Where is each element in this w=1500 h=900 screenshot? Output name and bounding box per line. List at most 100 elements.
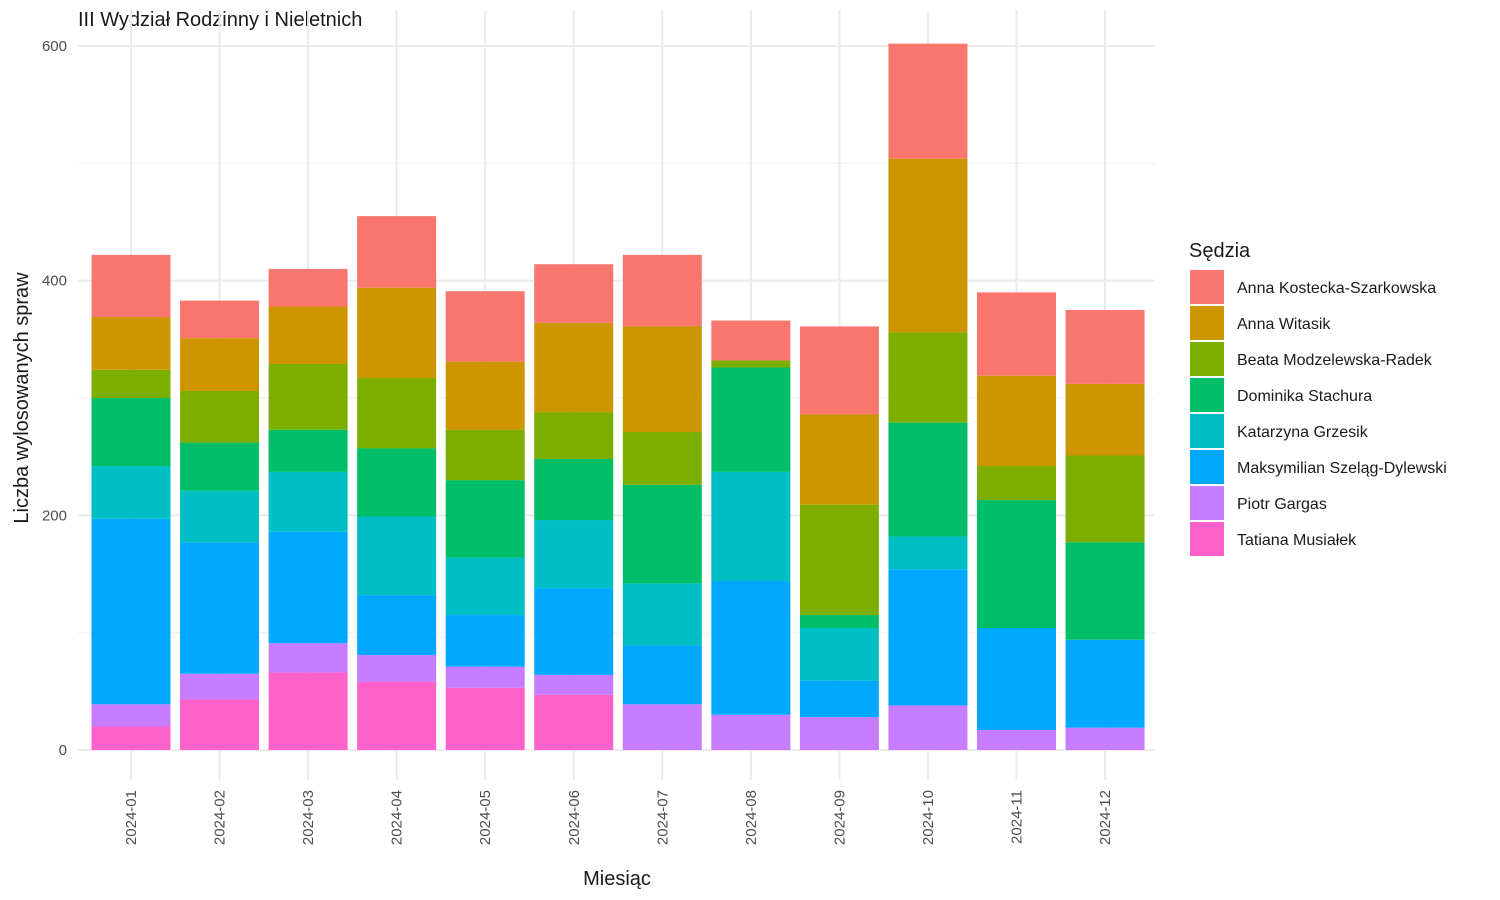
bar-segment: [888, 705, 968, 750]
bar-segment: [622, 254, 702, 327]
bar-segment: [711, 360, 791, 368]
bar-segment: [1065, 542, 1145, 640]
bar-segment: [622, 432, 702, 485]
bar-stack-2024-05: [445, 291, 525, 750]
x-axis-ticks: 2024-01 2024-02 2024-03 2024-04 2024-05 2024-…: [123, 790, 1114, 845]
bar-segment: [445, 615, 525, 667]
bar-segment: [268, 672, 348, 750]
legend-item: Maksymilian Szeląg-Dylewski: [1190, 450, 1447, 484]
bar-segment: [268, 306, 348, 364]
legend-swatch: [1190, 414, 1224, 448]
x-tick-label: 2024-12: [1097, 790, 1114, 845]
y-axis-title: Liczba wylosowanych spraw: [11, 272, 33, 524]
legend-title: Sędzia: [1189, 240, 1251, 262]
bar-segment: [888, 422, 968, 537]
bar-segment: [445, 480, 525, 558]
x-tick-label: 2024-10: [920, 790, 937, 845]
bar-segment: [711, 581, 791, 715]
bar-segment: [445, 666, 525, 688]
legend-label: Tatiana Musiałek: [1237, 532, 1357, 549]
bar-segment: [268, 531, 348, 644]
bar-segment: [1065, 639, 1145, 728]
x-tick-label: 2024-02: [212, 790, 229, 845]
bar-segment: [799, 627, 879, 681]
bar-segment: [534, 674, 614, 695]
bar-segment: [1065, 383, 1145, 456]
y-tick-label: 200: [42, 507, 67, 524]
legend-swatch: [1190, 522, 1224, 556]
bar-segment: [268, 429, 348, 472]
legend-label: Katarzyna Grzesik: [1237, 424, 1369, 441]
bar-segment: [622, 326, 702, 433]
x-tick-label: 2024-07: [654, 790, 671, 845]
bar-stack-2024-08: [711, 320, 791, 750]
bar-segment: [711, 367, 791, 472]
bar-segment: [1065, 727, 1145, 750]
bar-segment: [268, 471, 348, 532]
x-tick-label: 2024-04: [389, 790, 406, 845]
legend-item: Dominika Stachura: [1190, 378, 1372, 412]
bar-segment: [977, 730, 1056, 750]
bar-segment: [445, 687, 525, 750]
bar-stack-2024-06: [534, 264, 614, 750]
legend-label: Beata Modzelewska-Radek: [1237, 352, 1433, 369]
x-tick-label: 2024-03: [300, 790, 317, 845]
legend-item: Katarzyna Grzesik: [1190, 414, 1369, 448]
bar-segment: [91, 317, 171, 370]
x-tick-label: 2024-09: [831, 790, 848, 845]
bar-segment: [180, 490, 260, 543]
bar-segment: [799, 717, 879, 750]
bar-stack-2024-01: [91, 254, 171, 750]
bar-segment: [180, 300, 260, 339]
bar-segment: [1065, 455, 1145, 543]
bar-segment: [91, 726, 171, 750]
bar-segment: [711, 320, 791, 361]
bar-segment: [268, 363, 348, 430]
bar-stack-2024-03: [268, 268, 348, 750]
bar-stack-2024-02: [180, 300, 260, 750]
legend-swatch: [1190, 378, 1224, 412]
legend-label: Maksymilian Szeląg-Dylewski: [1237, 460, 1447, 477]
x-tick-label: 2024-11: [1009, 790, 1026, 844]
bar-segment: [534, 694, 614, 750]
bar-segment: [888, 569, 968, 706]
legend-item: Piotr Gargas: [1190, 486, 1327, 520]
bar-segment: [534, 588, 614, 675]
bar-stack-2024-04: [357, 216, 437, 750]
y-tick-label: 400: [42, 273, 67, 290]
bar-segment: [91, 704, 171, 727]
bar-segment: [1065, 310, 1145, 384]
legend-item: Anna Witasik: [1190, 306, 1331, 340]
bar-segment: [357, 216, 437, 288]
x-tick-label: 2024-01: [123, 790, 140, 845]
bar-segment: [534, 264, 614, 323]
bar-segment: [534, 459, 614, 521]
bar-segment: [977, 375, 1056, 467]
bar-segment: [445, 361, 525, 430]
legend-swatch: [1190, 450, 1224, 484]
bar-segment: [799, 414, 879, 505]
bar-segment: [622, 484, 702, 584]
bar-segment: [180, 542, 260, 674]
bar-segment: [445, 291, 525, 362]
bar-segment: [799, 615, 879, 628]
y-tick-label: 0: [59, 742, 67, 759]
bar-segment: [977, 466, 1056, 501]
bars: [91, 43, 1145, 750]
bar-segment: [622, 645, 702, 705]
bar-segment: [91, 254, 171, 318]
legend-label: Piotr Gargas: [1237, 496, 1327, 513]
bar-segment: [91, 369, 171, 398]
bar-segment: [268, 643, 348, 673]
bar-segment: [445, 429, 525, 481]
bar-segment: [534, 322, 614, 413]
x-tick-label: 2024-06: [566, 790, 583, 845]
bar-segment: [180, 390, 260, 443]
bar-segment: [534, 520, 614, 589]
legend-label: Dominika Stachura: [1237, 388, 1372, 405]
bar-segment: [977, 292, 1056, 376]
bar-segment: [357, 378, 437, 449]
bar-segment: [91, 398, 171, 467]
bar-segment: [357, 654, 437, 682]
